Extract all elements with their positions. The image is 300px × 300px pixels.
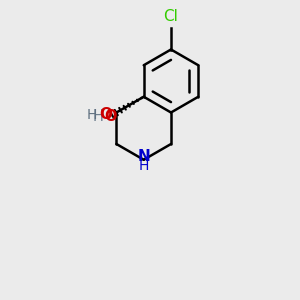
Text: H: H [139,159,149,173]
Text: O: O [99,107,112,122]
Text: H: H [87,108,97,122]
Text: H: H [93,109,104,124]
Text: N: N [137,148,150,164]
Text: Cl: Cl [164,9,178,24]
Text: O: O [104,109,116,124]
